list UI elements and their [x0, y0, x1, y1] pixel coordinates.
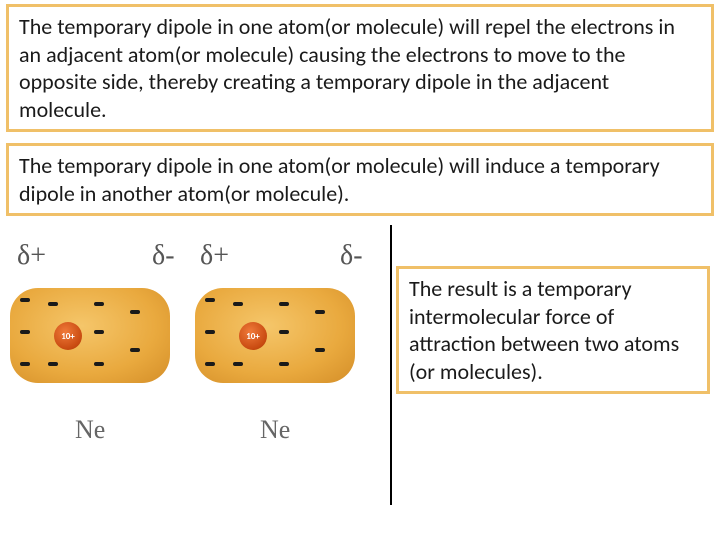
electron — [130, 310, 140, 314]
delta-label: δ+ — [200, 240, 229, 272]
electron — [130, 348, 140, 352]
electron — [315, 310, 325, 314]
element-label: Ne — [260, 415, 290, 445]
atom: 10+ — [10, 288, 170, 383]
electron — [205, 330, 215, 334]
electron — [233, 302, 243, 306]
electron — [233, 362, 243, 366]
element-label: Ne — [75, 415, 105, 445]
electron — [48, 362, 58, 366]
vertical-divider — [390, 225, 392, 505]
electron — [279, 330, 289, 334]
delta-label: δ- — [152, 240, 175, 272]
electron — [279, 302, 289, 306]
explanation-box-2: The temporary dipole in one atom(or mole… — [6, 143, 714, 216]
electron — [94, 330, 104, 334]
result-box: The result is a temporary intermolecular… — [396, 266, 710, 394]
electron — [279, 362, 289, 366]
delta-charge-row: δ+ δ-δ+ δ- — [5, 240, 390, 280]
electron — [315, 348, 325, 352]
electron — [20, 330, 30, 334]
electron — [94, 302, 104, 306]
delta-label: δ+ — [17, 240, 46, 272]
delta-label: δ- — [340, 240, 363, 272]
explanation-box-1: The temporary dipole in one atom(or mole… — [6, 4, 714, 132]
dipole-diagram: δ+ δ-δ+ δ- 10+ Ne 10+ Ne — [5, 240, 390, 500]
nucleus: 10+ — [54, 322, 82, 350]
electron — [205, 362, 215, 366]
electron — [94, 362, 104, 366]
electron — [20, 362, 30, 366]
electron — [48, 302, 58, 306]
electron — [20, 298, 30, 302]
nucleus: 10+ — [239, 322, 267, 350]
electron — [205, 298, 215, 302]
atom: 10+ — [195, 288, 355, 383]
